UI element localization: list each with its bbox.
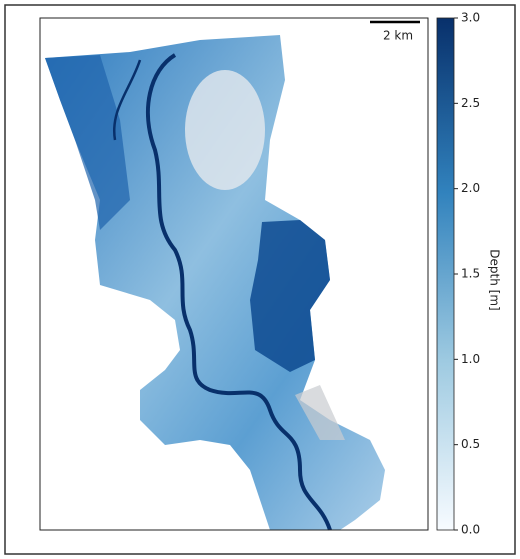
colorbar — [437, 18, 454, 530]
scale-bar-label: 2 km — [383, 29, 413, 43]
colorbar-tick-label: 0.0 — [461, 523, 480, 537]
colorbar-tick-label: 1.5 — [461, 267, 480, 281]
figure: 2 km Depth [m] 0.0 0.5 1.0 1.5 2.0 2.5 3.0 — [0, 0, 520, 559]
dry-area — [185, 70, 265, 190]
colorbar-tick-label: 2.0 — [461, 181, 480, 195]
colorbar-tick-label: 1.0 — [461, 352, 480, 366]
colorbar-tick-label: 3.0 — [461, 11, 480, 25]
colorbar-label: Depth [m] — [488, 249, 502, 310]
colorbar-tick-label: 0.5 — [461, 437, 480, 451]
colorbar-tick-label: 2.5 — [461, 96, 480, 110]
